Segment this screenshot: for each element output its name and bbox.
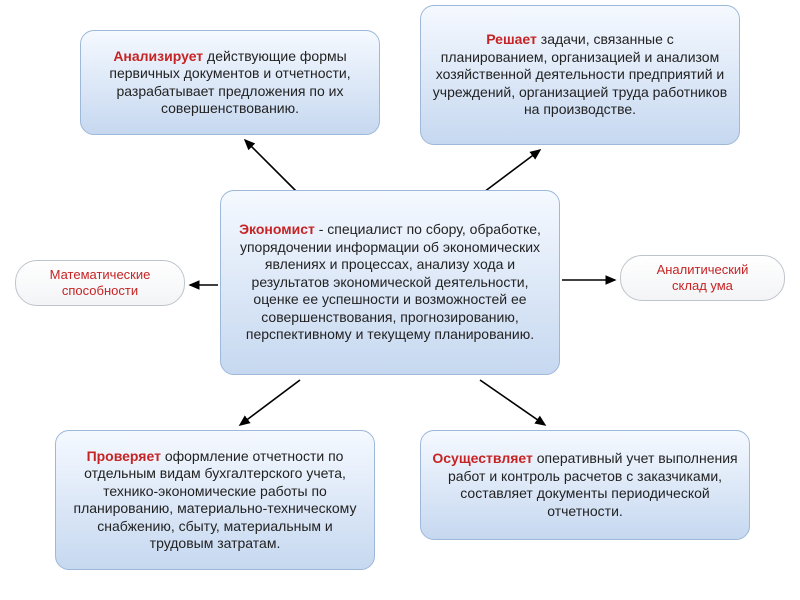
right-pill-line2: склад ума [672,278,733,293]
top-right-highlight: Решает [486,31,537,47]
top-right-rest: задачи, связанные с планированием, орган… [433,31,727,117]
top-left-node: Анализирует действующие формы первичных … [80,30,380,135]
arrow [480,150,540,195]
bottom-right-text: Осуществляет оперативный учет выполнения… [431,450,739,520]
arrow [480,380,545,425]
top-right-node: Решает задачи, связанные с планированием… [420,5,740,145]
center-rest: - специалист по сбору, обработке, упоряд… [240,221,541,342]
right-pill: Аналитический склад ума [620,255,785,301]
center-text: Экономист - специалист по сбору, обработ… [231,221,549,344]
bottom-right-node: Осуществляет оперативный учет выполнения… [420,430,750,540]
left-pill-line2: способности [62,283,138,298]
bottom-right-highlight: Осуществляет [432,450,532,466]
bottom-left-node: Проверяет оформление отчетности по отдел… [55,430,375,570]
bottom-left-text: Проверяет оформление отчетности по отдел… [66,448,364,553]
center-highlight: Экономист [239,221,315,237]
right-pill-line1: Аналитический [657,262,749,277]
top-right-text: Решает задачи, связанные с планированием… [431,31,729,119]
bottom-left-highlight: Проверяет [87,448,161,464]
right-pill-text: Аналитический склад ума [657,262,749,295]
arrow [240,380,300,425]
center-node: Экономист - специалист по сбору, обработ… [220,190,560,375]
diagram-canvas: Экономист - специалист по сбору, обработ… [0,0,800,600]
top-left-highlight: Анализирует [113,48,203,64]
top-left-text: Анализирует действующие формы первичных … [91,48,369,118]
left-pill-text: Математические способности [50,267,151,300]
arrow [245,140,300,195]
left-pill-line1: Математические [50,267,151,282]
left-pill: Математические способности [15,260,185,306]
